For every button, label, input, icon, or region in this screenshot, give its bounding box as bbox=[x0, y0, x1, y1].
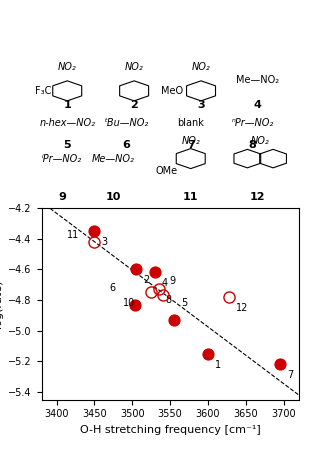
Text: NO₂: NO₂ bbox=[192, 62, 210, 72]
Text: 10: 10 bbox=[106, 193, 121, 202]
Text: NO₂: NO₂ bbox=[251, 136, 270, 146]
Text: 6: 6 bbox=[110, 283, 116, 293]
Text: 2: 2 bbox=[130, 100, 138, 110]
Text: 7: 7 bbox=[187, 140, 195, 150]
Text: 5: 5 bbox=[63, 140, 71, 150]
Text: ⁱPr—NO₂: ⁱPr—NO₂ bbox=[42, 154, 82, 163]
Text: NO₂: NO₂ bbox=[58, 62, 77, 72]
Text: 4: 4 bbox=[162, 278, 168, 288]
Text: 7: 7 bbox=[287, 370, 293, 380]
Text: NO₂: NO₂ bbox=[181, 136, 200, 146]
Text: 12: 12 bbox=[236, 303, 248, 313]
Text: NO₂: NO₂ bbox=[125, 62, 143, 72]
Text: 2: 2 bbox=[143, 275, 149, 286]
X-axis label: O-H stretching frequency [cm⁻¹]: O-H stretching frequency [cm⁻¹] bbox=[80, 425, 261, 435]
Text: F₃C: F₃C bbox=[36, 86, 52, 96]
Text: 9: 9 bbox=[58, 193, 66, 202]
Text: ᵗBu—NO₂: ᵗBu—NO₂ bbox=[104, 118, 148, 128]
Text: ⁿPr—NO₂: ⁿPr—NO₂ bbox=[231, 118, 274, 128]
Text: 1: 1 bbox=[215, 360, 221, 370]
Text: 10: 10 bbox=[124, 298, 136, 308]
Text: 4: 4 bbox=[254, 100, 262, 110]
Text: 1: 1 bbox=[63, 100, 71, 110]
Text: 8: 8 bbox=[166, 295, 172, 305]
Text: 9: 9 bbox=[170, 277, 176, 286]
Y-axis label: log(rate): log(rate) bbox=[0, 279, 3, 328]
Text: 11: 11 bbox=[183, 193, 199, 202]
Text: 12: 12 bbox=[250, 193, 265, 202]
Text: OMe: OMe bbox=[156, 166, 178, 176]
Text: 6: 6 bbox=[123, 140, 130, 150]
Text: 8: 8 bbox=[249, 140, 256, 150]
Text: Me—NO₂: Me—NO₂ bbox=[236, 75, 279, 85]
Text: 5: 5 bbox=[181, 298, 187, 308]
Text: 3: 3 bbox=[197, 100, 205, 110]
Text: Me—NO₂: Me—NO₂ bbox=[92, 154, 135, 163]
Text: 11: 11 bbox=[67, 230, 79, 240]
Text: MeO: MeO bbox=[161, 86, 183, 96]
Text: blank: blank bbox=[177, 118, 204, 128]
Text: 3: 3 bbox=[101, 237, 108, 247]
Text: n-hex—NO₂: n-hex—NO₂ bbox=[39, 118, 95, 128]
